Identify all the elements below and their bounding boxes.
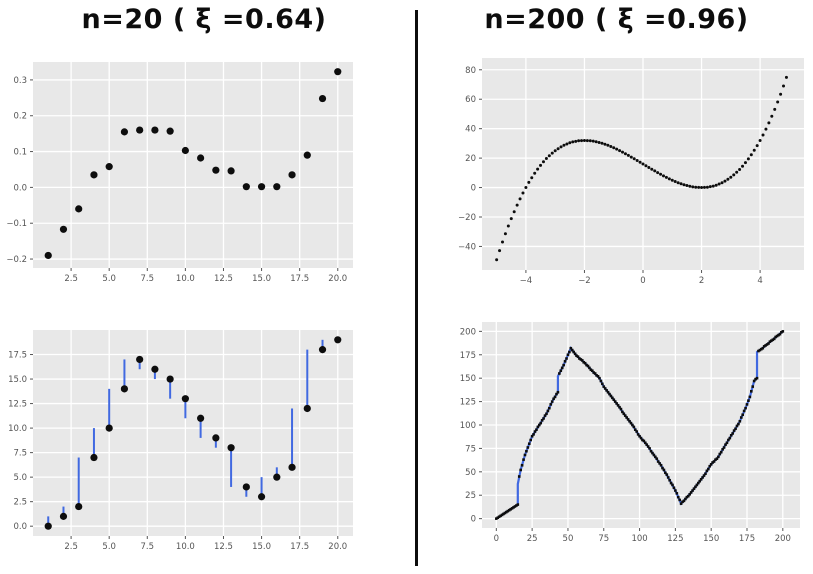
svg-text:20: 20: [465, 154, 476, 164]
svg-text:20.0: 20.0: [328, 542, 347, 552]
column-title-n200: n=200 ( ξ =0.96): [484, 4, 749, 35]
svg-text:15.0: 15.0: [8, 375, 27, 385]
svg-text:−40: −40: [458, 242, 476, 252]
svg-text:80: 80: [465, 66, 476, 76]
svg-text:0.3: 0.3: [13, 76, 27, 86]
svg-text:2.5: 2.5: [64, 274, 78, 284]
svg-text:4: 4: [757, 276, 762, 286]
svg-text:5.0: 5.0: [13, 473, 27, 483]
svg-text:5.0: 5.0: [102, 274, 116, 284]
svg-text:10.0: 10.0: [176, 274, 195, 284]
svg-text:−0.2: −0.2: [6, 255, 27, 265]
svg-text:17.5: 17.5: [290, 542, 309, 552]
svg-text:150: 150: [460, 374, 476, 384]
svg-text:5.0: 5.0: [102, 542, 116, 552]
svg-text:−2: −2: [578, 276, 591, 286]
svg-text:0: 0: [640, 276, 645, 286]
svg-text:2: 2: [699, 276, 704, 286]
svg-text:75: 75: [598, 534, 609, 544]
svg-text:15.0: 15.0: [252, 274, 271, 284]
svg-text:12.5: 12.5: [214, 542, 233, 552]
svg-text:15.0: 15.0: [252, 542, 271, 552]
svg-text:20.0: 20.0: [328, 274, 347, 284]
svg-text:25: 25: [527, 534, 538, 544]
svg-text:0.0: 0.0: [13, 522, 27, 532]
plot-rank-n200: 0 25 50 75 100 125 150 175 200 0 25 50 75 100 125 150 17…: [460, 322, 800, 544]
svg-text:−4: −4: [520, 276, 533, 286]
svg-text:−0.1: −0.1: [6, 219, 27, 229]
svg-text:17.5: 17.5: [290, 274, 309, 284]
svg-text:7.5: 7.5: [141, 542, 155, 552]
svg-text:25: 25: [465, 491, 476, 501]
svg-text:7.5: 7.5: [141, 274, 155, 284]
svg-text:100: 100: [631, 534, 647, 544]
svg-text:0: 0: [471, 515, 476, 525]
svg-text:0: 0: [494, 534, 499, 544]
svg-text:125: 125: [667, 534, 683, 544]
svg-text:200: 200: [460, 327, 476, 337]
svg-text:12.5: 12.5: [214, 274, 233, 284]
svg-text:0.2: 0.2: [13, 112, 27, 122]
svg-text:0: 0: [471, 184, 476, 194]
column-divider: [415, 10, 418, 566]
svg-text:7.5: 7.5: [13, 449, 27, 459]
column-title-n20: n=20 ( ξ =0.64): [81, 4, 327, 35]
svg-text:0.1: 0.1: [13, 148, 27, 158]
svg-text:2.5: 2.5: [64, 542, 78, 552]
svg-text:75: 75: [465, 444, 476, 454]
svg-text:150: 150: [703, 534, 719, 544]
svg-text:10.0: 10.0: [8, 424, 27, 434]
svg-text:0.0: 0.0: [13, 183, 27, 193]
svg-text:100: 100: [460, 421, 476, 431]
svg-text:175: 175: [739, 534, 755, 544]
svg-text:50: 50: [563, 534, 574, 544]
svg-text:125: 125: [460, 398, 476, 408]
svg-text:40: 40: [465, 125, 476, 135]
svg-text:200: 200: [775, 534, 791, 544]
svg-text:2.5: 2.5: [13, 498, 27, 508]
svg-text:175: 175: [460, 351, 476, 361]
svg-text:−20: −20: [458, 213, 476, 223]
svg-text:12.5: 12.5: [8, 400, 27, 410]
svg-text:17.5: 17.5: [8, 351, 27, 361]
plot-rank-n20: 2.5 5.0 7.5 10.0 12.5 15.0 17.5 20.0 0.0 2.5 5.0 7.…: [8, 330, 353, 552]
svg-text:60: 60: [465, 95, 476, 105]
svg-text:50: 50: [465, 468, 476, 478]
svg-text:10.0: 10.0: [176, 542, 195, 552]
plot-scatter-n20: 2.5 5.0 7.5 10.0 12.5 15.0 17.5 20.0 −0.2 −0.1 0.0…: [6, 62, 353, 284]
